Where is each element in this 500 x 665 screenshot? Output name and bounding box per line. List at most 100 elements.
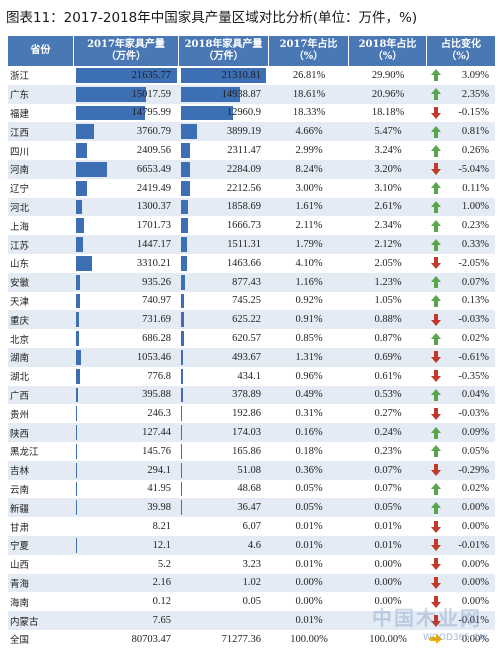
cell-value: 12.1 (152, 539, 171, 551)
cell-value: 14795.99 (131, 107, 171, 119)
cell-province: 吉林 (10, 466, 30, 478)
cell-2017-output: 127.44 (74, 423, 179, 442)
data-bar (76, 255, 92, 271)
cell-2017-output: 686.28 (74, 329, 179, 348)
table-row: 云南 41.95 48.68 0.05% 0.07% 0.02% (8, 480, 495, 499)
cell-2018-output: 4.6 (179, 536, 269, 555)
cell-value: 41.95 (147, 483, 171, 495)
cell-province: 全国 (10, 635, 30, 647)
cell-share-change: 0.13% (427, 292, 495, 311)
cell-2018-share: 0.00% (374, 558, 402, 570)
cell-2018-output: 51.08 (179, 461, 269, 480)
cell-2018-share: 0.53% (374, 389, 402, 401)
arrow-up-icon (431, 388, 441, 401)
cell-2018-output: 3.23 (179, 555, 269, 574)
data-bar (76, 124, 94, 140)
data-bar (76, 237, 83, 252)
watermark-logo: 中国木业网 (372, 606, 482, 630)
table-row: 海南 0.12 0.05 0.00% 0.00% 0.00% (8, 592, 495, 611)
table-row: 陕西 127.44 174.03 0.16% 0.24% 0.09% (8, 423, 495, 442)
cell-2018-share: 0.87% (374, 333, 402, 345)
change-value: 0.02% (461, 333, 489, 345)
cell-province: 甘肃 (10, 522, 30, 534)
cell-2017-output: 776.8 (74, 367, 179, 386)
cell-2018-share: 0.88% (374, 314, 402, 326)
cell-2018-share: 100.00% (369, 633, 407, 645)
cell-2018-share: 0.05% (374, 502, 402, 514)
data-bar (76, 86, 147, 102)
cell-2017-share: 0.16% (295, 427, 323, 439)
cell-2017-share: 18.61% (292, 88, 326, 100)
data-bar (76, 199, 83, 215)
arrow-down-icon (431, 520, 441, 533)
cell-2018-output: 12960.9 (179, 104, 269, 123)
cell-value: 1463.66 (226, 257, 261, 269)
change-value: 2.35% (461, 88, 489, 100)
change-value: 0.04% (461, 389, 489, 401)
cell-2018-share: 3.20% (374, 163, 402, 175)
cell-2017-output: 145.76 (74, 442, 179, 461)
cell-2017-share: 1.16% (295, 276, 323, 288)
header-2017-output-text: 2017年家具产量 （万件） (87, 39, 165, 62)
cell-share-change: 0.26% (427, 141, 495, 160)
cell-2017-share: 4.66% (295, 126, 323, 138)
cell-province: 新疆 (10, 503, 30, 515)
cell-2018-output: 620.57 (179, 329, 269, 348)
cell-share-change: 0.00% (427, 498, 495, 517)
cell-2018-output: 174.03 (179, 423, 269, 442)
cell-2017-output: 3310.21 (74, 254, 179, 273)
arrow-up-icon (431, 238, 441, 251)
cell-share-change: 0.07% (427, 273, 495, 292)
cell-value: 395.88 (142, 389, 171, 401)
cell-province: 云南 (10, 484, 30, 496)
arrow-down-icon (431, 163, 441, 176)
cell-2017-share: 0.92% (295, 295, 323, 307)
cell-value: 1858.69 (226, 201, 261, 213)
table-row: 河北 1300.37 1858.69 1.61% 2.61% 1.00% (8, 197, 495, 217)
cell-2018-output: 877.43 (179, 273, 269, 292)
cell-value: 731.69 (142, 314, 171, 326)
cell-value: 48.68 (237, 483, 261, 495)
cell-2018-share: 0.07% (374, 483, 402, 495)
arrow-down-icon (431, 407, 441, 420)
page-title: 图表11：2017-2018年中国家具产量区域对比分析(单位：万件，%) (6, 10, 418, 26)
cell-2017-output: 2.16 (74, 574, 179, 593)
cell-share-change: 0.33% (427, 235, 495, 254)
data-bar (76, 406, 78, 422)
cell-2018-share: 3.10% (374, 182, 402, 194)
cell-value: 294.1 (147, 464, 171, 476)
cell-2017-output: 12.1 (74, 536, 179, 555)
cell-value: 6653.49 (136, 163, 171, 175)
change-value: 0.13% (461, 295, 489, 307)
table-row: 山东 3310.21 1463.66 4.10% 2.05% -2.05% (8, 254, 495, 273)
change-value: 0.09% (461, 427, 489, 439)
table-row: 甘肃 8.21 6.07 0.01% 0.01% 0.00% (8, 517, 495, 536)
cell-province: 江苏 (10, 240, 30, 252)
data-bar (76, 105, 146, 121)
cell-value: 145.76 (142, 445, 171, 457)
cell-2017-output: 7.65 (74, 611, 179, 630)
data-bar (181, 161, 191, 177)
table-row: 四川 2409.56 2311.47 2.99% 3.24% 0.26% (8, 141, 495, 160)
cell-2017-output: 0.12 (74, 592, 179, 611)
data-bar (76, 293, 80, 309)
cell-2017-share: 0.00% (295, 577, 323, 589)
change-value: -0.01% (458, 539, 489, 551)
data-bar (181, 124, 197, 140)
cell-value: 877.43 (232, 276, 261, 288)
cell-share-change: -0.03% (427, 310, 495, 329)
table-row: 重庆 731.69 625.22 0.91% 0.88% -0.03% (8, 310, 495, 330)
header-2017-share: 2017年占比 （%） (269, 36, 349, 66)
arrow-down-icon (431, 257, 441, 270)
cell-2018-output: 3899.19 (179, 122, 269, 141)
cell-province: 浙江 (10, 71, 30, 83)
cell-2018-share: 1.05% (374, 295, 402, 307)
cell-province: 安徽 (10, 278, 30, 290)
change-value: -0.01% (458, 615, 489, 626)
data-bar (76, 68, 177, 83)
arrow-down-icon (431, 370, 441, 383)
cell-value: 8.21 (152, 521, 171, 533)
data-bar (76, 274, 81, 290)
cell-province: 北京 (10, 334, 30, 346)
cell-2018-output: 48.68 (179, 480, 269, 499)
